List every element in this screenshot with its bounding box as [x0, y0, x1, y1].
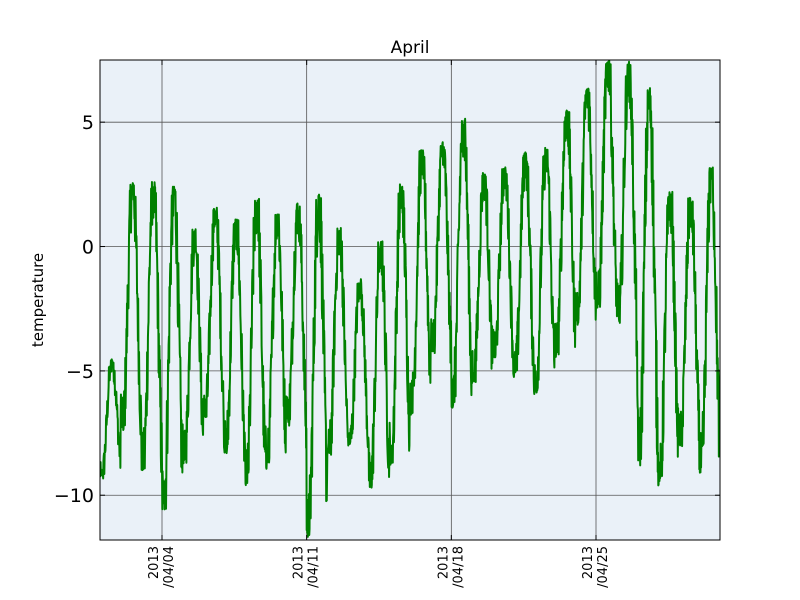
- x-tick-label-year: 2013: [292, 546, 307, 579]
- y-tick-label: −10: [54, 485, 94, 507]
- x-tick-label-year: 2013: [436, 546, 451, 579]
- y-tick-label: 0: [82, 237, 94, 259]
- x-tick-label: 2013/04/04: [147, 546, 177, 588]
- grid-lines: [100, 60, 720, 540]
- chart-title: April: [391, 38, 430, 58]
- plot-background: [100, 60, 720, 540]
- x-tick-label-day: /04/04: [162, 546, 177, 588]
- series-group: [100, 60, 720, 538]
- x-tick-label-day: /04/18: [451, 546, 466, 588]
- plot-frame: [99, 59, 721, 541]
- x-tick-label: 2013/04/18: [436, 546, 466, 588]
- y-tick-label: −5: [66, 361, 94, 383]
- x-tick-label-day: /04/25: [596, 546, 611, 588]
- x-tick-label-day: /04/11: [307, 546, 322, 588]
- x-tick-label: 2013/04/25: [581, 546, 611, 588]
- x-tick-label-year: 2013: [147, 546, 162, 579]
- x-tick-label: 2013/04/11: [292, 546, 322, 588]
- y-tick-label: 5: [82, 112, 94, 134]
- x-tick-label-year: 2013: [581, 546, 596, 579]
- y-axis-label: temperature: [29, 253, 47, 347]
- temperature-series-line: [100, 60, 720, 538]
